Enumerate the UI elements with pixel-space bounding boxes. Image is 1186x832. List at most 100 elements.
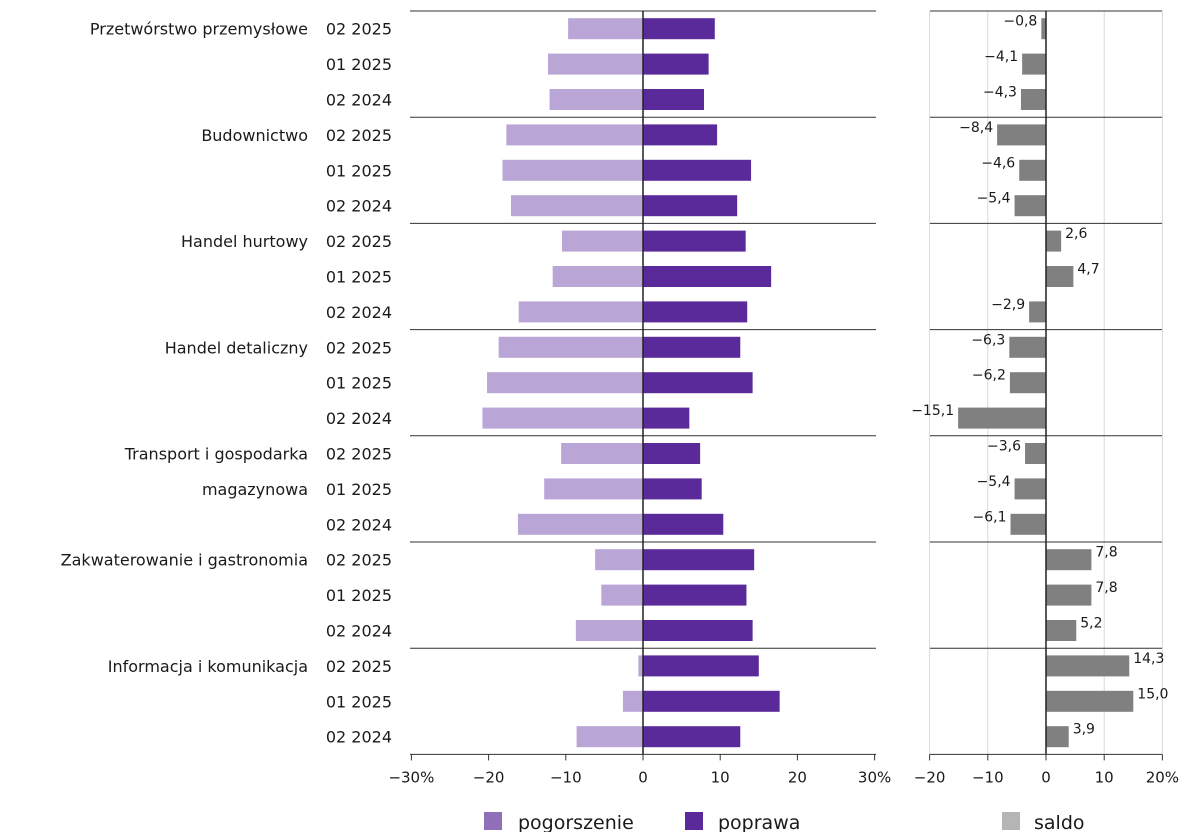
bar-saldo bbox=[1046, 230, 1062, 252]
legend-swatch-saldo bbox=[1002, 812, 1020, 830]
period-label: 02 2025 bbox=[326, 338, 392, 357]
bar-poprawa bbox=[643, 230, 746, 252]
bar-poprawa bbox=[643, 513, 724, 535]
period-label: 02 2024 bbox=[326, 91, 392, 110]
saldo-data-label: −15,1 bbox=[911, 403, 954, 419]
group-label: magazynowa bbox=[202, 480, 308, 499]
group-label: Handel hurtowy bbox=[181, 232, 308, 251]
bar-saldo bbox=[1014, 195, 1046, 217]
bar-poprawa bbox=[643, 53, 709, 75]
saldo-data-label: 7,8 bbox=[1095, 545, 1117, 561]
right-tick-label: 20% bbox=[1146, 768, 1179, 786]
bar-pogorszenie bbox=[575, 620, 643, 641]
bar-poprawa bbox=[643, 584, 747, 606]
bar-saldo bbox=[1019, 159, 1046, 181]
bar-poprawa bbox=[643, 89, 704, 110]
bar-saldo bbox=[1046, 655, 1130, 677]
period-label: 02 2025 bbox=[326, 232, 392, 251]
bar-saldo bbox=[1041, 18, 1046, 40]
period-label: 01 2025 bbox=[326, 480, 392, 499]
bar-pogorszenie bbox=[502, 159, 643, 181]
period-label: 01 2025 bbox=[326, 161, 392, 180]
saldo-data-label: −6,2 bbox=[972, 368, 1006, 384]
saldo-data-label: −5,4 bbox=[977, 474, 1011, 490]
bar-poprawa bbox=[643, 443, 701, 464]
bar-pogorszenie bbox=[487, 372, 643, 394]
period-label: 02 2024 bbox=[326, 515, 392, 534]
left-tick-label: 10 bbox=[711, 768, 730, 786]
bar-poprawa bbox=[643, 336, 741, 358]
bar-pogorszenie bbox=[622, 690, 643, 712]
saldo-data-label: 15,0 bbox=[1137, 686, 1168, 702]
bar-pogorszenie bbox=[576, 726, 643, 748]
bar-pogorszenie bbox=[518, 301, 643, 323]
group-label: Handel detaliczny bbox=[165, 338, 308, 357]
saldo-data-label: −6,1 bbox=[972, 509, 1006, 525]
legend-label-pogorszenie: pogorszenie bbox=[518, 812, 634, 832]
saldo-data-label: 3,9 bbox=[1073, 722, 1095, 738]
left-tick-label: −20 bbox=[473, 768, 505, 786]
bar-poprawa bbox=[643, 124, 718, 146]
bar-saldo bbox=[1046, 549, 1092, 571]
period-label: 02 2025 bbox=[326, 126, 392, 145]
saldo-data-label: −4,1 bbox=[984, 49, 1018, 65]
bar-saldo bbox=[1046, 584, 1092, 606]
bar-pogorszenie bbox=[548, 53, 643, 75]
bar-pogorszenie bbox=[506, 124, 643, 146]
legend-swatch-pogorszenie bbox=[484, 812, 502, 830]
saldo-data-label: −2,9 bbox=[991, 297, 1025, 313]
bar-poprawa bbox=[643, 655, 759, 677]
left-tick-label: −30% bbox=[388, 768, 434, 786]
legend-label-saldo: saldo bbox=[1034, 812, 1085, 832]
bar-pogorszenie bbox=[482, 407, 643, 429]
bar-saldo bbox=[1025, 443, 1046, 464]
period-label: 02 2024 bbox=[326, 197, 392, 216]
bar-saldo bbox=[1046, 690, 1134, 712]
bar-saldo bbox=[1046, 266, 1074, 287]
left-tick-label: 0 bbox=[638, 768, 648, 786]
bar-saldo bbox=[1010, 513, 1046, 535]
saldo-data-label: 5,2 bbox=[1080, 616, 1102, 632]
bar-poprawa bbox=[643, 372, 753, 394]
bar-saldo bbox=[1046, 620, 1077, 641]
bar-saldo bbox=[958, 407, 1046, 429]
bar-poprawa bbox=[643, 301, 748, 323]
left-tick-label: −10 bbox=[550, 768, 582, 786]
right-tick-label: −20 bbox=[914, 768, 946, 786]
bar-saldo bbox=[1029, 301, 1046, 323]
saldo-data-label: −6,3 bbox=[971, 332, 1005, 348]
period-label: 02 2024 bbox=[326, 728, 392, 747]
group-label: Transport i gospodarka bbox=[124, 445, 308, 464]
right-tick-label: 0 bbox=[1041, 768, 1051, 786]
period-label: 02 2024 bbox=[326, 303, 392, 322]
saldo-data-label: −0,8 bbox=[1003, 14, 1037, 30]
bar-saldo bbox=[1014, 478, 1046, 500]
period-label: 01 2025 bbox=[326, 586, 392, 605]
bar-pogorszenie bbox=[549, 89, 643, 110]
bar-poprawa bbox=[643, 266, 772, 287]
legend-label-poprawa: poprawa bbox=[718, 812, 800, 832]
saldo-data-label: 4,7 bbox=[1077, 262, 1099, 278]
left-tick-label: 30% bbox=[858, 768, 891, 786]
bar-saldo bbox=[1009, 336, 1046, 358]
saldo-data-label: −4,3 bbox=[983, 85, 1017, 101]
period-label: 01 2025 bbox=[326, 692, 392, 711]
bar-poprawa bbox=[643, 620, 753, 641]
bar-saldo bbox=[1046, 726, 1069, 748]
legend-swatch-poprawa bbox=[685, 812, 703, 830]
period-label: 02 2025 bbox=[326, 657, 392, 676]
bar-pogorszenie bbox=[601, 584, 643, 606]
saldo-data-label: −5,4 bbox=[977, 191, 1011, 207]
bar-pogorszenie bbox=[561, 443, 643, 464]
bar-poprawa bbox=[643, 726, 741, 748]
saldo-data-label: −4,6 bbox=[981, 155, 1015, 171]
bar-poprawa bbox=[643, 478, 702, 500]
right-tick-label: 10 bbox=[1095, 768, 1114, 786]
bar-poprawa bbox=[643, 549, 755, 571]
bar-saldo bbox=[1009, 372, 1046, 394]
bar-poprawa bbox=[643, 159, 752, 181]
bar-saldo bbox=[997, 124, 1046, 146]
saldo-data-label: −8,4 bbox=[959, 120, 993, 136]
period-label: 01 2025 bbox=[326, 374, 392, 393]
